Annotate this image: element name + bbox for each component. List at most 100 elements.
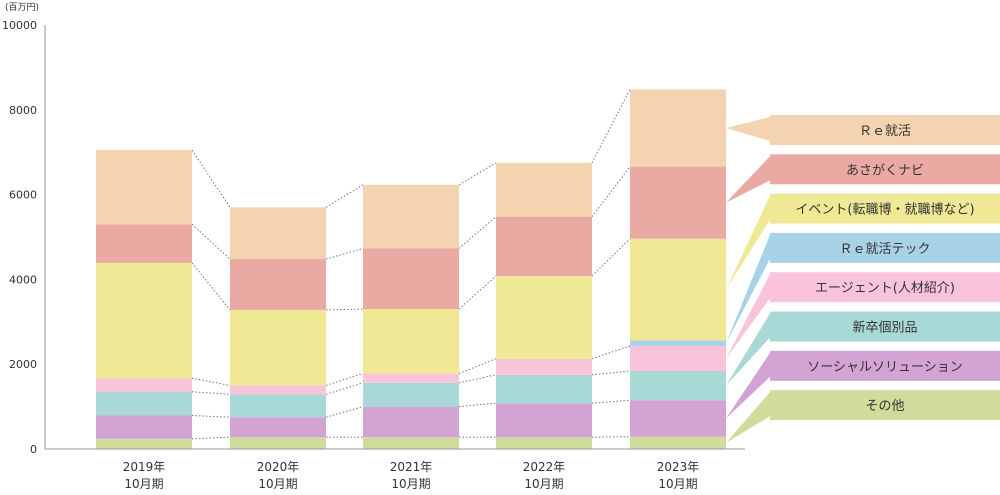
connector-line	[191, 436, 231, 440]
bar-segment	[363, 184, 459, 249]
legend-box	[770, 232, 1000, 263]
bar-segment	[496, 374, 592, 404]
bar-segment	[230, 309, 326, 386]
y-tick-label: 6000	[9, 189, 37, 202]
legend-box	[770, 311, 1000, 342]
x-tick-label: 2020年	[257, 460, 300, 474]
bar-segment	[230, 437, 326, 449]
x-tick-labels: 2019年 10月期 2020年 10月期 2021年 10月期 2022年 10月期 2023…	[123, 460, 700, 491]
bar-segment	[96, 378, 192, 392]
bar-segment	[630, 400, 726, 437]
bar-segment	[230, 417, 326, 438]
bar-segment	[230, 207, 326, 260]
connector-line	[458, 358, 497, 374]
y-tick-label: 4000	[9, 273, 37, 286]
legend-pointer	[726, 195, 770, 290]
legend-box	[770, 154, 1000, 185]
bar-segment	[363, 382, 459, 407]
bar-segment	[363, 248, 459, 310]
bar-segment	[496, 276, 592, 359]
bar-segment	[96, 150, 192, 225]
connector-line	[591, 166, 631, 217]
connector-line	[191, 262, 231, 311]
bar-segment	[363, 437, 459, 449]
connector-line	[458, 402, 497, 408]
bar-segment	[363, 309, 459, 374]
connector-line	[325, 184, 364, 208]
x-tick-label: 10月期	[258, 477, 297, 491]
bar-segment	[496, 162, 592, 217]
connector-line	[191, 391, 231, 395]
y-axis	[44, 25, 745, 450]
connector-line	[458, 275, 497, 310]
legend-pointer	[726, 392, 770, 443]
connector-line	[458, 216, 497, 249]
legend-pointer	[726, 313, 770, 386]
connector-line	[458, 162, 497, 186]
connector-line	[591, 399, 631, 404]
x-tick-label: 2021年	[390, 460, 433, 474]
connector-line	[325, 308, 364, 311]
x-tick-label: 10月期	[658, 477, 697, 491]
legend-pointer	[726, 117, 770, 141]
y-tick-label: 8000	[9, 104, 37, 117]
connector-line	[191, 149, 231, 208]
legend-box	[770, 350, 1000, 381]
legend-box	[770, 193, 1000, 224]
legend-label: その他	[865, 399, 904, 414]
x-tick-label: 2023年	[657, 460, 700, 474]
bar-segment	[230, 259, 326, 310]
legend-pointer	[726, 352, 770, 419]
connector-line	[591, 345, 631, 360]
connector-line	[191, 377, 231, 386]
bars	[96, 89, 726, 449]
bar-segment	[630, 238, 726, 341]
legend-label: Ｒｅ就活	[859, 124, 911, 139]
bar-segment	[630, 370, 726, 401]
x-tick-label: 2019年	[123, 460, 166, 474]
bar-segment	[96, 415, 192, 439]
legend-box	[770, 390, 1000, 421]
bar-segment	[230, 385, 326, 395]
legend-box	[770, 115, 1000, 145]
legend-label: ソーシャルソリューション	[807, 360, 962, 375]
legend-label: エージェント(人材紹介)	[815, 281, 955, 296]
bar-segment	[363, 406, 459, 438]
bar-segment	[630, 345, 726, 371]
bar-segment	[496, 437, 592, 449]
connector-line	[191, 415, 231, 418]
bar-segment	[96, 438, 192, 449]
bar-segment	[363, 373, 459, 383]
legend-label: 新卒個別品	[852, 320, 917, 336]
y-tick-label: 0	[30, 443, 37, 456]
bar-segment	[630, 166, 726, 239]
bar-segment	[630, 436, 726, 449]
bar-segment	[96, 224, 192, 263]
bar-segment	[96, 391, 192, 416]
bar-segment	[496, 358, 592, 375]
x-tick-label: 10月期	[124, 477, 163, 491]
legend-pointer	[726, 274, 770, 359]
legend-pointer	[726, 234, 770, 344]
connector-line	[591, 89, 631, 164]
connector-lines	[191, 89, 631, 440]
connector-line	[325, 406, 364, 418]
connector-line	[591, 370, 631, 376]
x-tick-label: 10月期	[391, 477, 430, 491]
connector-line	[458, 374, 497, 384]
connector-line	[325, 382, 364, 395]
bar-segment	[96, 262, 192, 379]
connector-line	[591, 238, 631, 277]
legend-label: あさがくナビ	[846, 163, 924, 178]
x-tick-label: 10月期	[524, 477, 563, 491]
legend-label: Ｒｅ就活テック	[839, 242, 930, 257]
connector-line	[325, 373, 364, 386]
y-axis-unit-label: (百万円)	[5, 2, 39, 13]
bar-segment	[630, 89, 726, 167]
connector-line	[191, 223, 231, 260]
x-tick-label: 2022年	[523, 460, 566, 474]
bar-segment	[630, 340, 726, 346]
bar-segment	[496, 403, 592, 438]
